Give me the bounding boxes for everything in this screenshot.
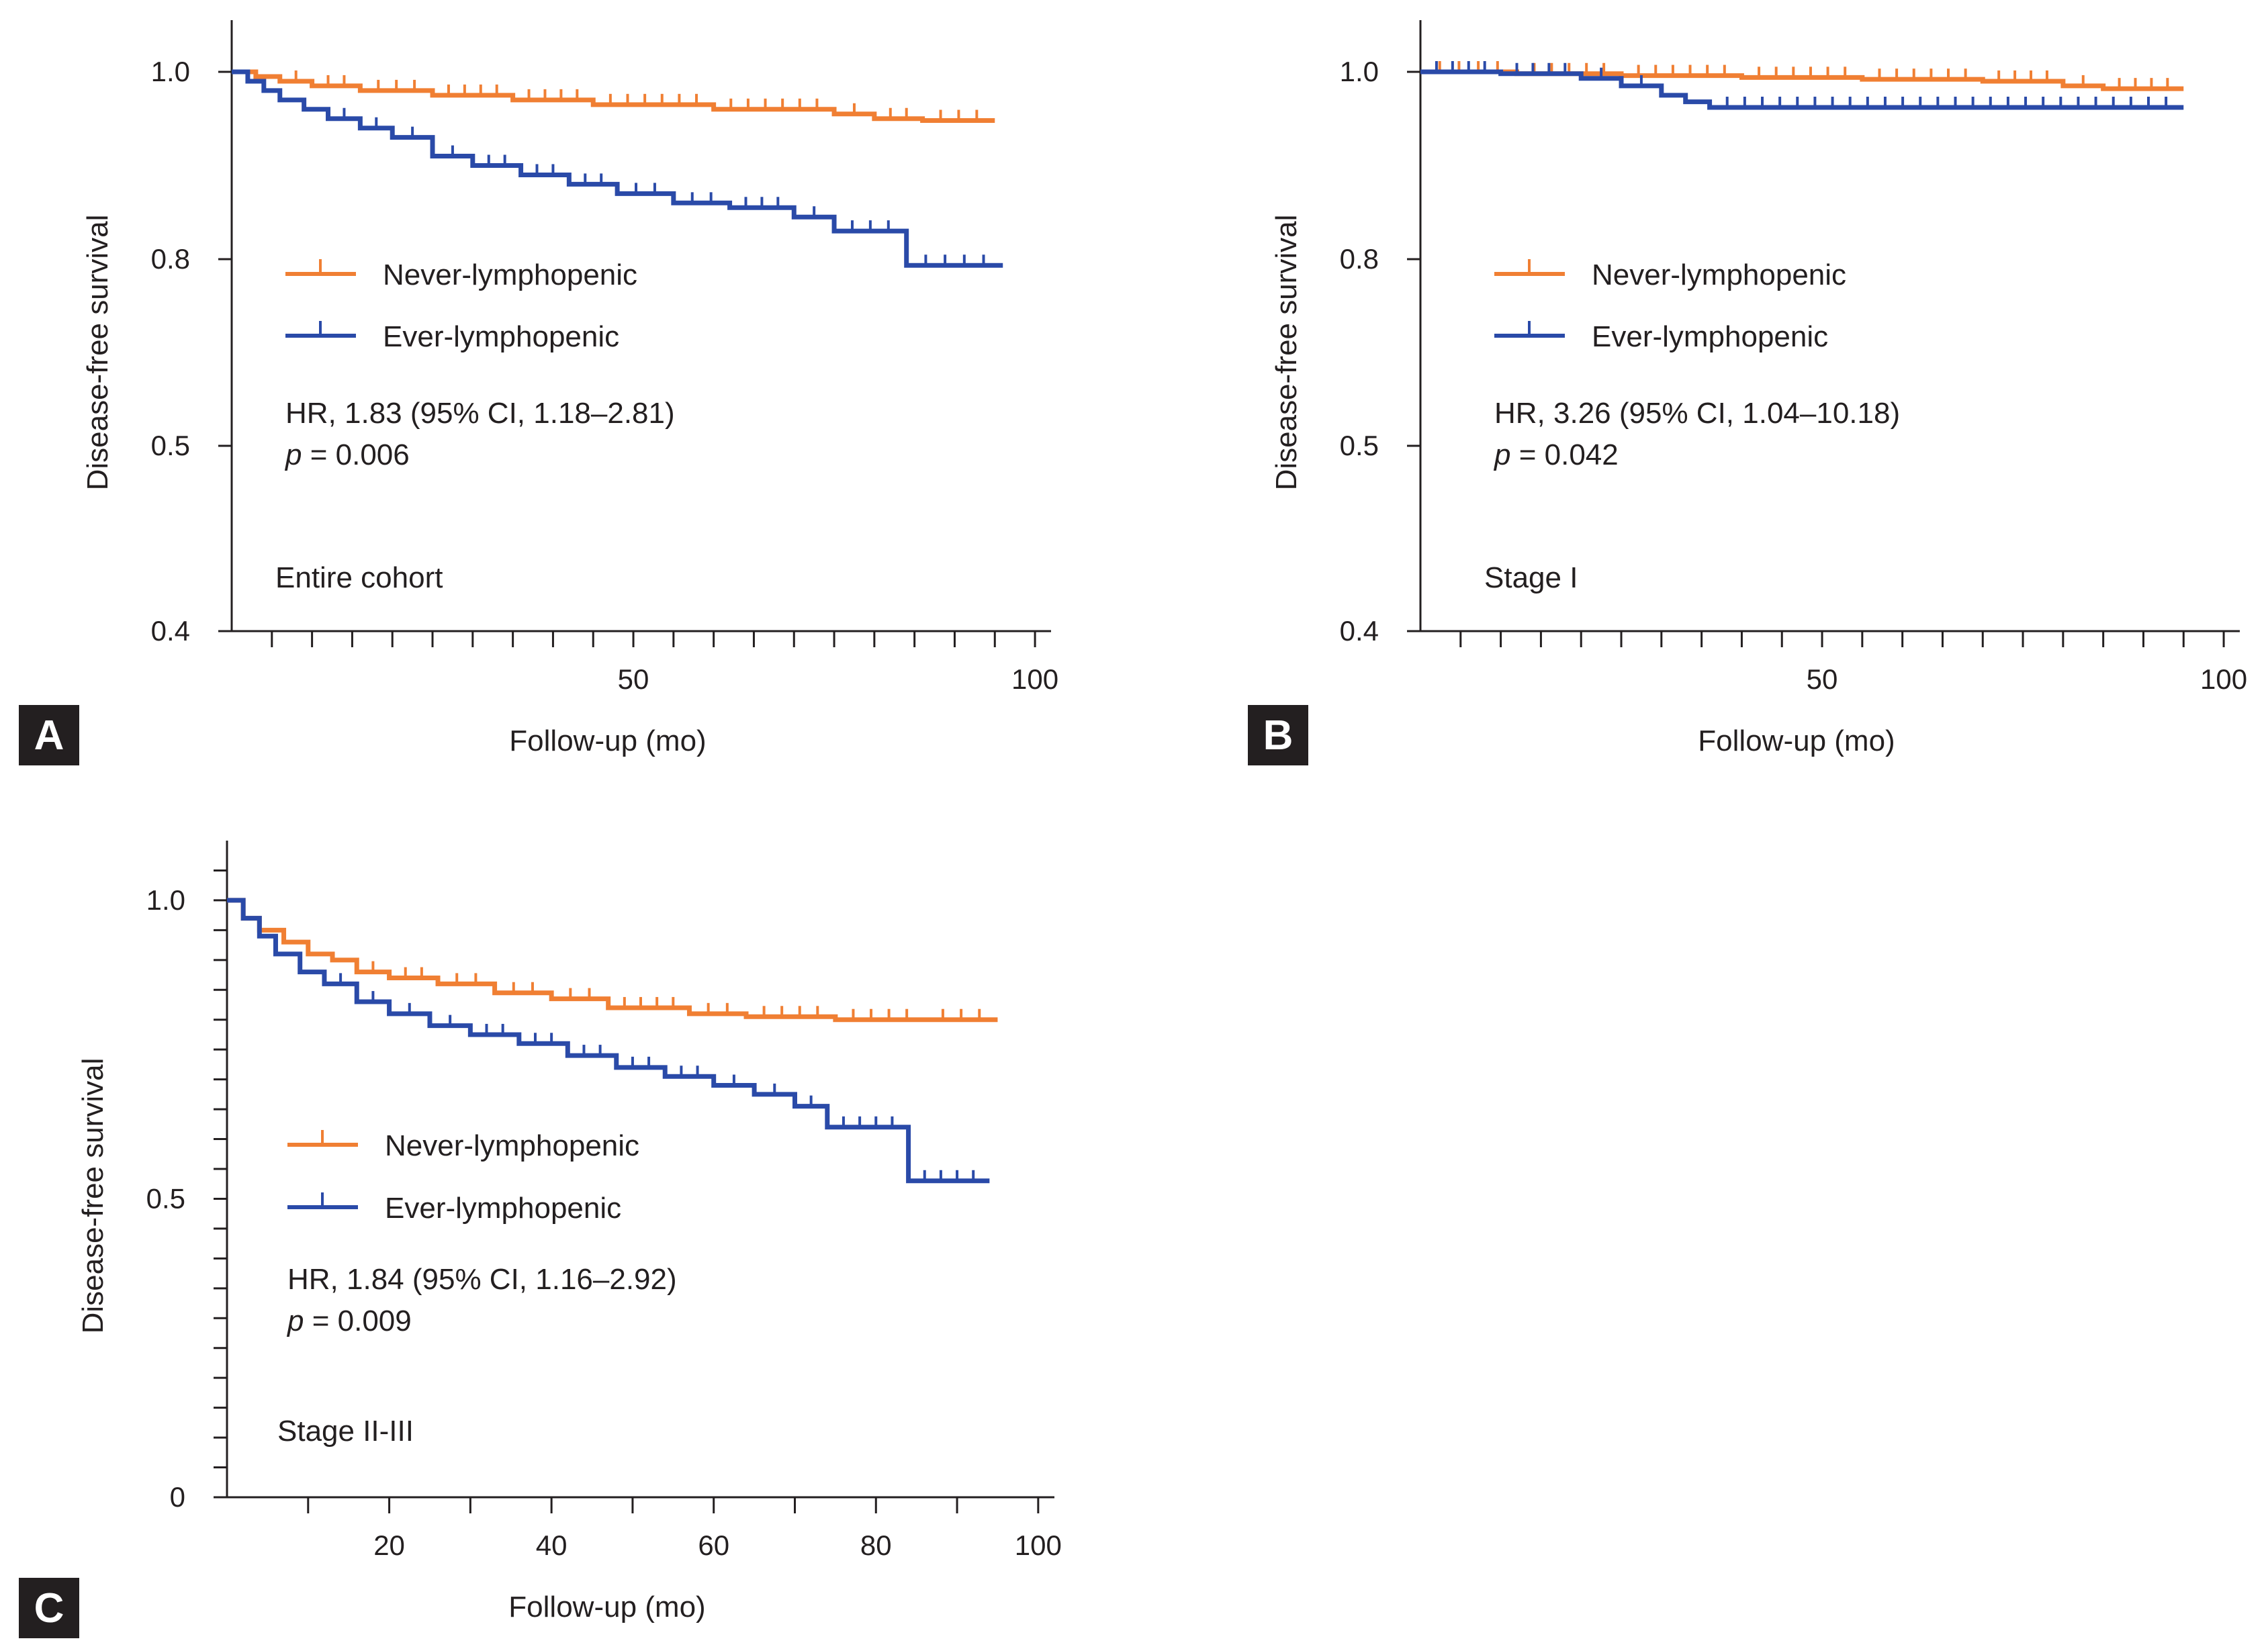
x-axis-title: Follow-up (mo) [1698,724,1895,757]
chart-panel-b: 1.0 0.8 0.5 0.4 50 100 Follow-up (mo) Disease-f… [1270,20,2247,757]
y-tick-label: 0.5 [151,430,190,461]
x-tick-label: 100 [1011,663,1058,695]
p-symbol: p [1493,438,1510,471]
chart-panel-c: 1.0 0.5 0 20 40 60 80 100 Follow-up (mo) Disease-… [77,841,1062,1623]
x-tick-label: 50 [618,663,649,695]
legend-label: Never-lymphopenic [385,1129,639,1162]
never-lymphopenic-curve [227,898,998,1023]
p-value: = 0.042 [1510,438,1618,471]
x-tick-label: 100 [1015,1529,1062,1561]
panel-label-b: B [1248,705,1308,765]
p-value-text: p = 0.042 [1493,438,1619,471]
p-symbol: p [286,1305,304,1337]
y-tick-label: 0.4 [1340,615,1379,647]
ever-lymphopenic-curve [227,898,990,1184]
y-tick-label: 0.5 [146,1182,185,1214]
y-tick-label: 1.0 [1340,56,1379,87]
x-tick-label: 100 [2200,663,2247,695]
ever-lymphopenic-curve [232,69,1003,268]
legend-label: Never-lymphopenic [1592,258,1846,291]
p-value-text: p = 0.009 [286,1305,412,1337]
legend-label: Ever-lymphopenic [1592,320,1828,353]
legend-label: Ever-lymphopenic [385,1192,621,1225]
y-tick-label: 0.5 [1340,430,1379,461]
panel-subtitle: Stage II-III [277,1415,414,1448]
p-value-text: p = 0.006 [284,438,410,471]
hazard-ratio-text: HR, 1.83 (95% CI, 1.18–2.81) [285,397,675,430]
y-tick-label: 0.4 [151,615,190,647]
x-tick-label: 60 [698,1529,729,1561]
x-axis-title: Follow-up (mo) [508,1591,705,1623]
x-tick-label: 20 [373,1529,405,1561]
x-tick-label: 50 [1807,663,1838,695]
y-tick-label: 0 [170,1481,185,1513]
x-axis-title: Follow-up (mo) [509,724,706,757]
panel-subtitle: Entire cohort [275,561,443,594]
p-value: = 0.006 [302,438,409,471]
chart-panel-a: 1.0 0.8 0.5 0.4 50 100 Follow-up (mo) Disease-f… [81,20,1058,757]
x-tick-label: 80 [860,1529,892,1561]
never-lymphopenic-curve [232,69,995,124]
legend-label: Never-lymphopenic [383,258,637,291]
y-axis-title: Disease-free survival [81,215,114,491]
y-tick-label: 0.8 [151,243,190,275]
hazard-ratio-text: HR, 1.84 (95% CI, 1.16–2.92) [287,1263,677,1296]
y-tick-label: 1.0 [151,56,190,87]
panel-label-c: C [19,1578,79,1638]
x-tick-label: 40 [536,1529,568,1561]
y-tick-label: 1.0 [146,884,185,916]
p-value: = 0.009 [304,1305,411,1337]
legend-label: Ever-lymphopenic [383,320,619,353]
y-tick-label: 0.8 [1340,243,1379,275]
hazard-ratio-text: HR, 3.26 (95% CI, 1.04–10.18) [1494,397,1900,430]
panel-subtitle: Stage I [1484,561,1578,594]
y-axis-title: Disease-free survival [77,1058,109,1334]
p-symbol: p [284,438,302,471]
panel-label-a: A [19,705,79,765]
y-axis-title: Disease-free survival [1270,215,1303,491]
